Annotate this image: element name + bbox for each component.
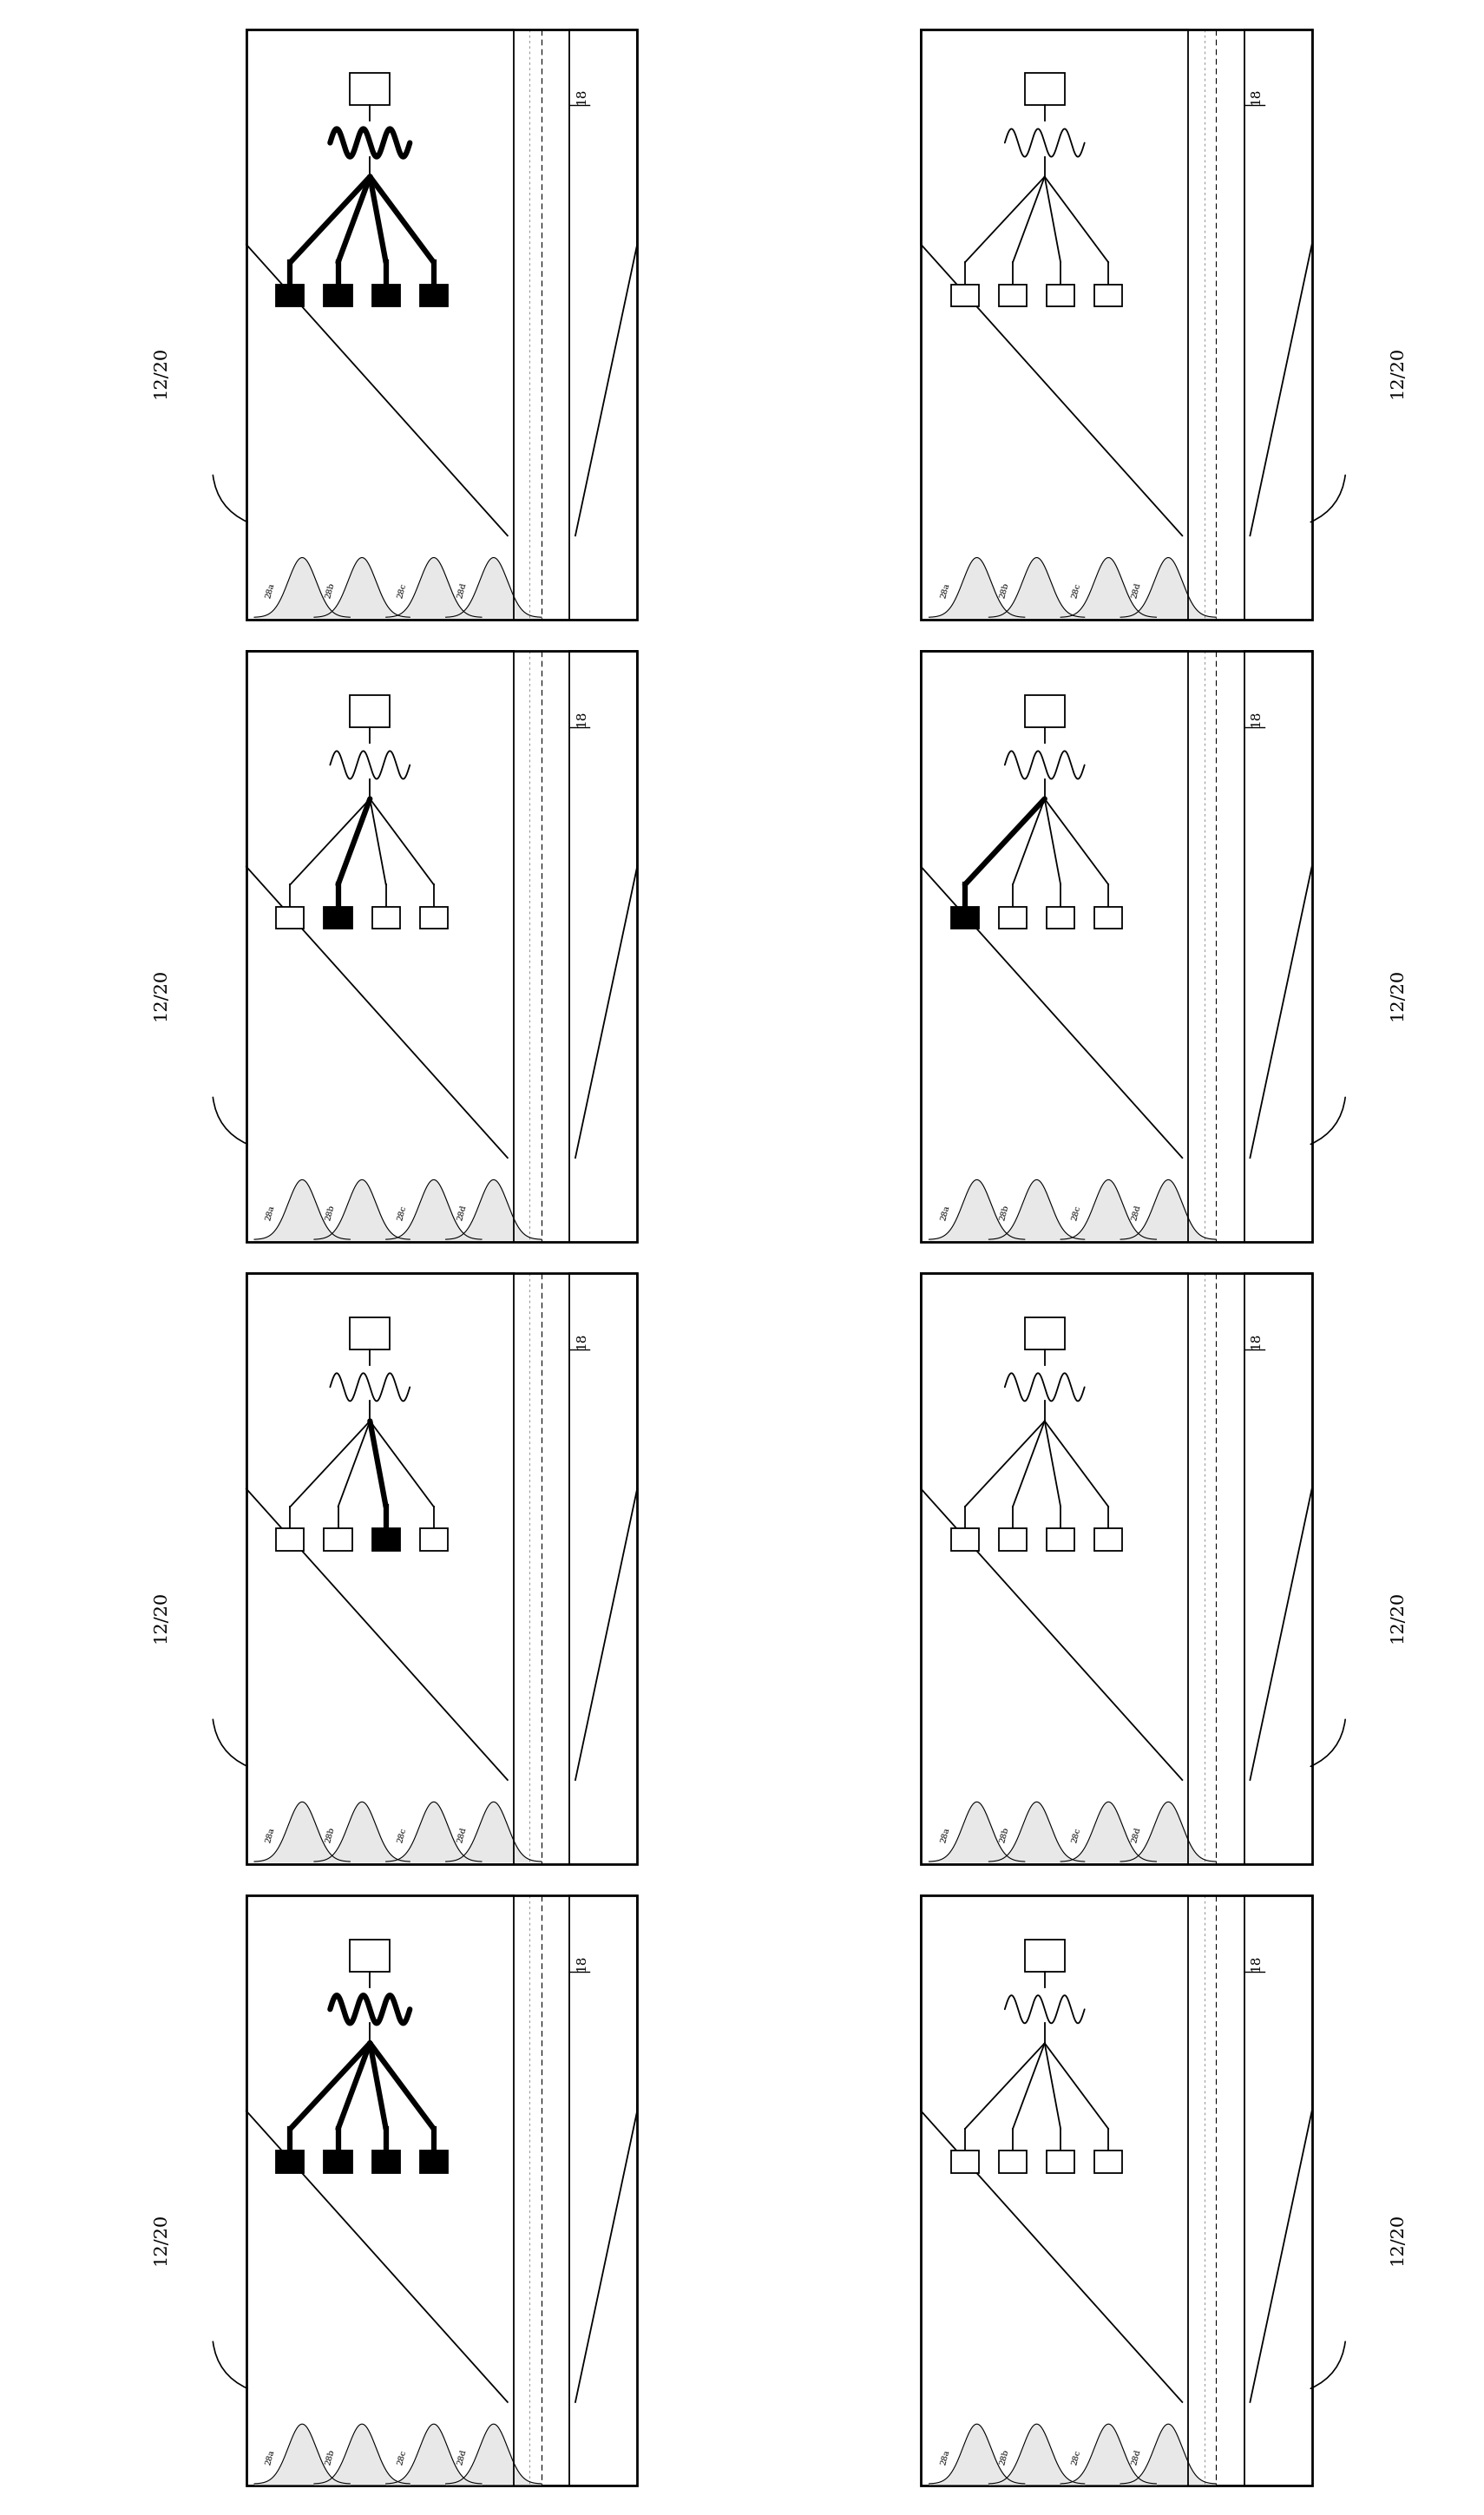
Bar <box>276 905 304 928</box>
Bar <box>999 1529 1027 1552</box>
Text: 28b: 28b <box>999 2447 1011 2465</box>
Text: 28a: 28a <box>264 2450 276 2465</box>
Bar <box>420 905 448 928</box>
Bar <box>372 284 399 307</box>
Bar <box>1025 1318 1064 1348</box>
Text: 28c: 28c <box>396 1826 408 1843</box>
Text: 28c: 28c <box>396 1205 408 1222</box>
Bar <box>1025 694 1064 727</box>
Text: 18: 18 <box>1250 1954 1263 1972</box>
Bar <box>1095 1529 1122 1552</box>
Bar <box>1095 2150 1122 2173</box>
Bar <box>324 1529 352 1552</box>
Bar <box>420 2150 448 2173</box>
Text: 28b: 28b <box>999 581 1011 599</box>
Bar <box>1095 284 1122 307</box>
Text: 28d: 28d <box>456 1205 467 1222</box>
Text: 28d: 28d <box>456 1826 467 1843</box>
Text: 18: 18 <box>576 712 588 727</box>
Text: 28d: 28d <box>1131 1826 1143 1843</box>
Bar <box>276 1529 304 1552</box>
Bar <box>276 284 304 307</box>
Bar <box>1095 905 1122 928</box>
Bar <box>350 694 390 727</box>
Text: 28d: 28d <box>1131 2447 1143 2465</box>
Bar <box>1025 1939 1064 1972</box>
Text: 28b: 28b <box>324 581 335 599</box>
Bar <box>1025 73 1064 106</box>
Text: 28c: 28c <box>396 583 408 599</box>
Bar <box>420 1529 448 1552</box>
Bar <box>350 1939 390 1972</box>
Text: 12/20: 12/20 <box>153 2213 169 2264</box>
Text: 28d: 28d <box>1131 581 1143 599</box>
Text: 12/20: 12/20 <box>1389 968 1405 1021</box>
Text: 12/20: 12/20 <box>1389 1589 1405 1642</box>
Text: 12/20: 12/20 <box>1389 2213 1405 2264</box>
Text: 12/20: 12/20 <box>153 347 169 397</box>
Text: 28b: 28b <box>999 1205 1011 1222</box>
Text: 28c: 28c <box>1071 2450 1082 2465</box>
Text: 28a: 28a <box>264 583 276 599</box>
Bar <box>951 1529 979 1552</box>
Bar <box>1046 284 1074 307</box>
Bar <box>372 2150 399 2173</box>
Text: 28c: 28c <box>1071 1205 1082 1222</box>
Text: 28a: 28a <box>264 1205 276 1222</box>
Bar <box>276 2150 304 2173</box>
Bar <box>951 905 979 928</box>
Text: 28a: 28a <box>939 1826 951 1843</box>
Bar <box>324 284 352 307</box>
Bar <box>999 2150 1027 2173</box>
Bar <box>1046 2150 1074 2173</box>
Text: 28a: 28a <box>939 583 951 599</box>
Bar <box>324 905 352 928</box>
Text: 28b: 28b <box>324 2447 335 2465</box>
Bar <box>324 2150 352 2173</box>
Text: 12/20: 12/20 <box>153 1589 169 1642</box>
Text: 18: 18 <box>576 1333 588 1351</box>
Text: 18: 18 <box>1250 1333 1263 1351</box>
Text: 28b: 28b <box>324 1826 335 1843</box>
Bar <box>372 905 399 928</box>
Bar <box>372 1529 399 1552</box>
Text: 28d: 28d <box>1131 1205 1143 1222</box>
Text: 28c: 28c <box>1071 583 1082 599</box>
Bar <box>350 73 390 106</box>
Bar <box>999 284 1027 307</box>
Text: 28d: 28d <box>456 581 467 599</box>
Text: 28d: 28d <box>456 2447 467 2465</box>
Text: 28b: 28b <box>324 1205 335 1222</box>
Bar <box>350 1318 390 1348</box>
Text: 28a: 28a <box>939 2450 951 2465</box>
Text: 18: 18 <box>1250 88 1263 106</box>
Text: 12/20: 12/20 <box>153 968 169 1021</box>
Bar <box>999 905 1027 928</box>
Bar <box>1046 905 1074 928</box>
Text: 18: 18 <box>1250 712 1263 727</box>
Text: 18: 18 <box>576 1954 588 1972</box>
Text: 28c: 28c <box>396 2450 408 2465</box>
Text: 12/20: 12/20 <box>1389 347 1405 397</box>
Text: 28b: 28b <box>999 1826 1011 1843</box>
Bar <box>951 284 979 307</box>
Text: 28a: 28a <box>939 1205 951 1222</box>
Bar <box>1046 1529 1074 1552</box>
Text: 28c: 28c <box>1071 1826 1082 1843</box>
Text: 18: 18 <box>576 88 588 106</box>
Text: 28a: 28a <box>264 1826 276 1843</box>
Bar <box>951 2150 979 2173</box>
Bar <box>420 284 448 307</box>
